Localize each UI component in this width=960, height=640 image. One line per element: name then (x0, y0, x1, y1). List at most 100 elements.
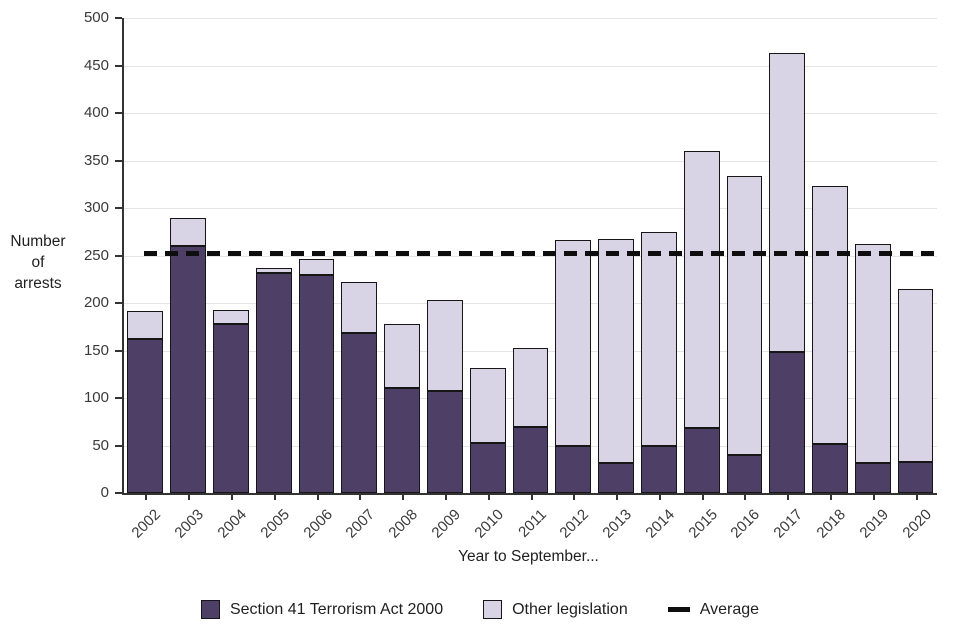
bar-other-legislation-2014 (640, 231, 677, 447)
y-tick-mark (115, 302, 122, 304)
legend: Section 41 Terrorism Act 2000 Other legi… (0, 600, 960, 619)
bar-section-41-terrorism-act-2000-2014 (640, 446, 677, 493)
x-tick-label-2005: 2005 (257, 506, 293, 542)
y-tick-mark (115, 64, 122, 67)
bar-section-41-terrorism-act-2000-2015 (683, 428, 720, 493)
legend-swatch-section41-icon (200, 600, 220, 619)
x-tick-label-2011: 2011 (514, 506, 550, 541)
bar-other-legislation-2006 (298, 259, 335, 275)
bar-other-legislation-2005 (255, 267, 292, 273)
bar-other-legislation-2002 (127, 310, 164, 340)
x-tick-label-2004: 2004 (214, 506, 251, 542)
bar-section-41-terrorism-act-2000-2020 (897, 461, 934, 493)
bar-section-41-terrorism-act-2000-2006 (298, 274, 335, 493)
legend-label-section41: Section 41 Terrorism Act 2000 (229, 600, 444, 618)
bar-section-41-terrorism-act-2000-2002 (127, 339, 164, 493)
bar-section-41-terrorism-act-2000-2016 (726, 455, 763, 493)
y-tick-label: 300 (83, 199, 109, 216)
y-tick-mark (115, 444, 122, 447)
x-tick-label-2006: 2006 (299, 506, 336, 542)
x-tick-label-2008: 2008 (385, 506, 422, 542)
x-tick-mark (915, 493, 918, 500)
x-tick-mark (231, 493, 233, 500)
x-tick-mark (787, 493, 790, 500)
bar-other-legislation-2009 (426, 300, 463, 392)
gridline (124, 208, 937, 209)
gridline (124, 65, 937, 67)
bar-other-legislation-2019 (854, 244, 891, 463)
bar-other-legislation-2020 (897, 288, 934, 462)
x-tick-mark (402, 493, 405, 500)
y-tick-mark (115, 349, 122, 352)
bar-other-legislation-2016 (726, 175, 763, 455)
bar-other-legislation-2007 (341, 282, 378, 334)
bar-section-41-terrorism-act-2000-2009 (426, 391, 463, 493)
y-tick-mark (115, 254, 122, 257)
y-tick-mark (115, 17, 122, 19)
gridline (124, 18, 937, 19)
x-tick-mark (573, 493, 576, 500)
x-tick-mark (616, 493, 619, 500)
x-tick-label-2009: 2009 (428, 506, 464, 542)
bar-section-41-terrorism-act-2000-2013 (598, 462, 634, 493)
x-tick-mark (701, 493, 704, 500)
y-tick-label: 100 (83, 389, 109, 406)
bar-other-legislation-2010 (469, 367, 506, 443)
x-tick-label-2003: 2003 (171, 506, 208, 542)
bar-other-legislation-2018 (812, 186, 848, 444)
x-tick-mark (188, 493, 191, 500)
bar-section-41-terrorism-act-2000-2007 (341, 333, 378, 493)
x-tick-mark (316, 493, 319, 500)
gridline (124, 303, 937, 304)
y-tick-label: 50 (92, 436, 109, 454)
x-axis-title: Year to September... (458, 548, 599, 565)
legend-label-average: Average (699, 600, 760, 618)
x-tick-label-2013: 2013 (599, 506, 636, 542)
y-tick-label: 200 (83, 294, 109, 311)
x-tick-label-2007: 2007 (342, 506, 379, 542)
x-tick-label-2002: 2002 (128, 506, 165, 542)
y-axis: 0 50 100 150 200 250 300 350 400 450 500 (66, 9, 122, 501)
legend-swatch-other-legislation-icon (483, 600, 503, 619)
average-line (144, 251, 937, 257)
bar-other-legislation-2008 (384, 323, 421, 388)
plot-area: 2002 2003 2004 2005 2006 2007 2008 2009 2010 2011… (122, 18, 937, 542)
bar-other-legislation-2017 (769, 53, 806, 353)
x-tick-label-2010: 2010 (471, 506, 507, 542)
bar-section-41-terrorism-act-2000-2005 (255, 272, 292, 493)
x-tick-label-2012: 2012 (556, 506, 593, 542)
x-tick-label-2017: 2017 (770, 506, 807, 542)
x-tick-label-2016: 2016 (727, 506, 764, 542)
y-tick-label: 0 (100, 484, 109, 501)
x-tick-mark (145, 493, 148, 500)
legend-item-average: Average (667, 600, 760, 619)
x-tick-mark (830, 493, 832, 500)
bar-section-41-terrorism-act-2000-2017 (769, 352, 806, 493)
bar-section-41-terrorism-act-2000-2003 (170, 246, 207, 493)
bar-section-41-terrorism-act-2000-2004 (213, 323, 249, 493)
legend-swatch-average-dash-icon (667, 607, 690, 612)
y-tick-label: 250 (83, 246, 109, 264)
bar-other-legislation-2013 (598, 239, 634, 463)
y-tick-mark (115, 492, 122, 494)
x-tick-label-2018: 2018 (813, 506, 850, 542)
x-tick-mark (530, 493, 533, 500)
x-tick-label-2020: 2020 (898, 506, 935, 542)
x-tick-mark (872, 493, 875, 500)
y-tick-label: 150 (83, 341, 109, 359)
x-tick-mark (744, 493, 747, 500)
x-tick-mark (444, 493, 447, 500)
bar-section-41-terrorism-act-2000-2010 (469, 442, 506, 493)
y-tick-label: 350 (83, 151, 109, 169)
gridline (124, 160, 937, 162)
gridline (124, 113, 937, 114)
x-tick-mark (658, 493, 661, 500)
x-tick-mark (273, 493, 276, 500)
bar-other-legislation-2003 (170, 218, 207, 246)
y-tick-mark (115, 207, 122, 209)
y-tick-label: 400 (83, 104, 109, 121)
bar-section-41-terrorism-act-2000-2008 (384, 387, 421, 493)
y-tick-mark (115, 159, 122, 162)
x-tick-mark (487, 493, 490, 500)
